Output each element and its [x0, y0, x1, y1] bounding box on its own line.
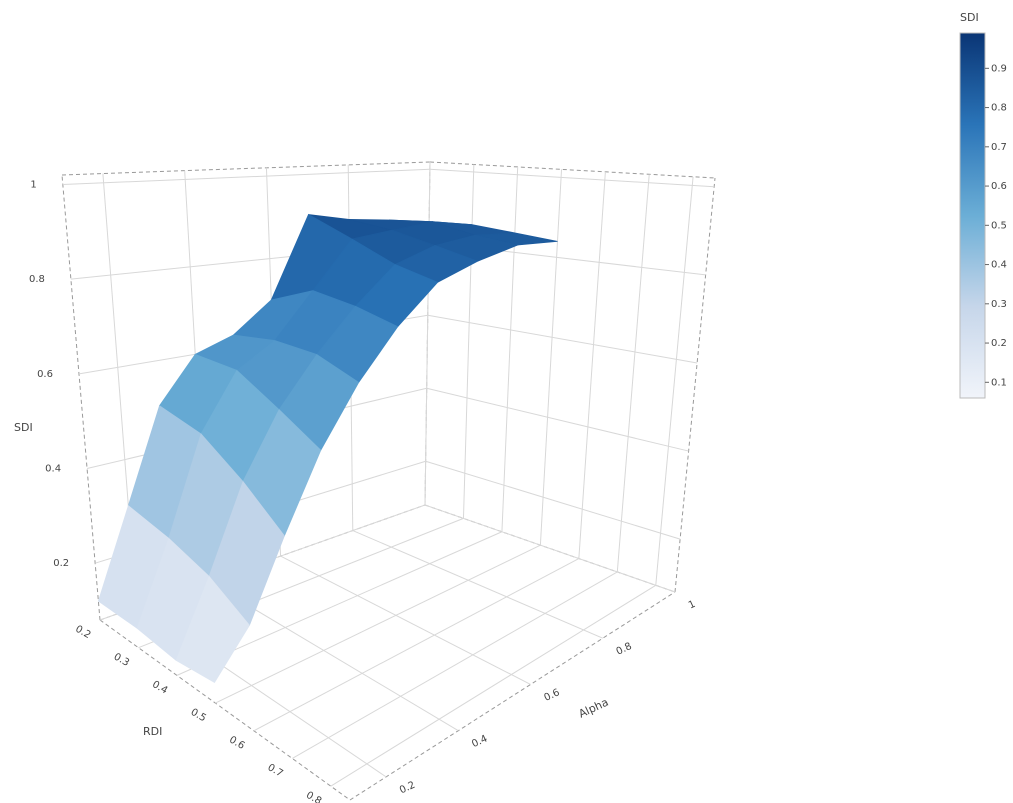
colorbar-tick-label: 0.5 — [991, 220, 1007, 231]
colorbar-title: SDI — [960, 11, 979, 24]
grid-line — [215, 544, 541, 704]
box-edge — [429, 161, 716, 179]
y-tick-label: 0.2 — [73, 624, 92, 641]
grid-line — [292, 571, 618, 759]
y-tick-label: 0.3 — [112, 651, 131, 668]
z-tick-label: 1 — [30, 179, 36, 190]
grid-line — [616, 174, 650, 572]
grid-line — [501, 166, 519, 532]
y-tick-label: 0.5 — [189, 707, 208, 724]
x-tick-label: 0.6 — [542, 687, 561, 704]
x-tick-label: 0.8 — [615, 641, 634, 658]
colorbar-tick-label: 0.9 — [991, 63, 1007, 74]
z-tick-label: 0.8 — [29, 274, 45, 285]
grid-line — [539, 169, 563, 546]
box-edge — [61, 174, 101, 621]
y-tick-label: 0.7 — [266, 762, 285, 779]
colorbar-tick-label: 0.1 — [991, 377, 1007, 388]
colorbar-tick-label: 0.4 — [991, 260, 1007, 271]
grid-line — [253, 558, 580, 732]
surface — [97, 213, 558, 684]
x-tick-label: 0.4 — [470, 733, 489, 750]
grid-line — [427, 314, 698, 364]
box-edge — [61, 161, 431, 176]
z-axis-title: SDI — [14, 421, 33, 434]
colorbar-tick-label: 0.8 — [991, 103, 1007, 114]
y-tick-label: 0.4 — [150, 679, 169, 696]
colorbar-tick-label: 0.3 — [991, 299, 1007, 310]
grid-line — [352, 530, 603, 639]
z-tick-label: 0.6 — [37, 369, 53, 380]
grid-line — [578, 171, 606, 559]
grid-line — [426, 387, 689, 452]
grid-line — [655, 176, 694, 586]
grid-line — [424, 161, 431, 506]
x-axis-title: Alpha — [577, 696, 611, 721]
box-edge — [349, 591, 676, 801]
x-tick-label: 1 — [687, 599, 697, 612]
y-axis-title: RDI — [143, 725, 162, 738]
grid-line — [425, 460, 681, 540]
colorbar — [959, 32, 986, 399]
grid-line — [280, 555, 531, 685]
colorbar-tick-label: 0.2 — [991, 338, 1007, 349]
grid-line — [424, 504, 676, 593]
y-tick-label: 0.8 — [304, 790, 323, 803]
colorbar-tick-label: 0.6 — [991, 181, 1007, 192]
grid-line — [330, 584, 657, 787]
box-edge — [674, 177, 716, 593]
colorbar-tick-label: 0.7 — [991, 142, 1007, 153]
z-tick-label: 0.4 — [45, 464, 61, 475]
grid-line — [62, 168, 430, 185]
x-tick-label: 0.2 — [398, 780, 417, 797]
y-tick-label: 0.6 — [227, 734, 246, 751]
box-edge — [99, 619, 351, 801]
grid-line — [462, 164, 475, 519]
surface-patch — [175, 575, 250, 684]
z-tick-label: 0.2 — [53, 558, 69, 569]
grid-line — [429, 168, 715, 188]
